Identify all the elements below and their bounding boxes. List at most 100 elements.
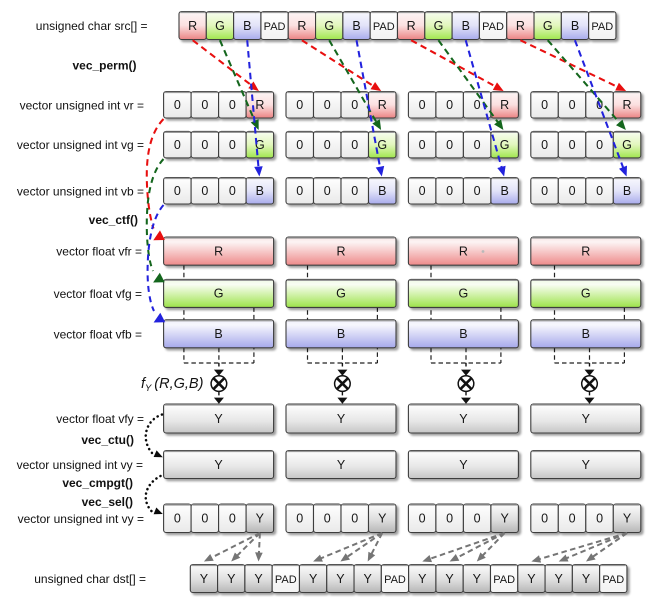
svg-text:Y: Y <box>623 512 632 526</box>
svg-text:G: G <box>215 19 225 33</box>
svg-text:vector unsigned int vy =: vector unsigned int vy = <box>17 458 143 472</box>
svg-text:0: 0 <box>541 98 548 112</box>
svg-text:Y: Y <box>582 458 591 472</box>
svg-text:PAD: PAD <box>373 21 395 33</box>
svg-text:R: R <box>255 98 264 112</box>
svg-text:0: 0 <box>569 138 576 152</box>
svg-text:vector unsigned int vy =: vector unsigned int vy = <box>18 512 144 526</box>
svg-text:0: 0 <box>229 138 236 152</box>
svg-text:B: B <box>459 327 467 341</box>
svg-text:PAD: PAD <box>602 574 624 586</box>
svg-text:Y: Y <box>214 458 223 472</box>
svg-text:G: G <box>377 138 387 152</box>
svg-text:G: G <box>543 19 553 33</box>
svg-text:R: R <box>623 98 632 112</box>
svg-text:vec_sel(): vec_sel() <box>82 495 133 509</box>
svg-text:vector unsigned int vg =: vector unsigned int vg = <box>17 138 144 152</box>
svg-text:G: G <box>622 138 632 152</box>
svg-text:B: B <box>256 184 264 198</box>
svg-text:0: 0 <box>569 98 576 112</box>
svg-text:PAD: PAD <box>493 574 515 586</box>
svg-text:R: R <box>378 98 387 112</box>
svg-text:Y: Y <box>459 458 468 472</box>
svg-text:Y: Y <box>364 572 373 586</box>
svg-text:0: 0 <box>596 512 603 526</box>
svg-text:PAD: PAD <box>384 574 406 586</box>
svg-text:0: 0 <box>474 98 481 112</box>
svg-text:Y: Y <box>309 572 318 586</box>
svg-text:vec_ctf(): vec_ctf() <box>89 213 138 227</box>
svg-text:0: 0 <box>541 184 548 198</box>
svg-text:R: R <box>500 98 509 112</box>
svg-text:0: 0 <box>174 98 181 112</box>
svg-text:B: B <box>243 19 251 33</box>
svg-text:R: R <box>581 244 590 258</box>
svg-text:0: 0 <box>351 184 358 198</box>
svg-text:0: 0 <box>446 184 453 198</box>
svg-text:Y: Y <box>555 572 564 586</box>
svg-text:0: 0 <box>419 512 426 526</box>
svg-text:G: G <box>214 287 224 301</box>
svg-text:Y: Y <box>459 412 468 426</box>
svg-text:PAD: PAD <box>591 21 613 33</box>
svg-text:0: 0 <box>296 138 303 152</box>
svg-text:G: G <box>324 19 334 33</box>
svg-text:0: 0 <box>229 98 236 112</box>
svg-text:fY (R,G,B): fY (R,G,B) <box>141 376 203 394</box>
svg-text:0: 0 <box>201 138 208 152</box>
svg-text:0: 0 <box>201 184 208 198</box>
svg-text:G: G <box>581 287 591 301</box>
svg-text:0: 0 <box>474 184 481 198</box>
svg-text:vec_cmpgt(): vec_cmpgt() <box>62 476 133 490</box>
svg-text:PAD: PAD <box>264 21 286 33</box>
svg-text:0: 0 <box>596 138 603 152</box>
svg-text:Y: Y <box>378 512 387 526</box>
svg-text:Y: Y <box>256 512 265 526</box>
svg-text:unsigned char dst[] =: unsigned char dst[] = <box>34 572 146 586</box>
svg-text:Y: Y <box>582 412 591 426</box>
svg-text:B: B <box>500 184 508 198</box>
svg-text:vector float vfy =: vector float vfy = <box>56 412 144 426</box>
svg-text:0: 0 <box>296 512 303 526</box>
svg-text:vector float vfg =: vector float vfg = <box>54 287 142 301</box>
svg-text:0: 0 <box>596 184 603 198</box>
svg-text:B: B <box>462 19 470 33</box>
svg-text:vector float vfb =: vector float vfb = <box>54 327 142 341</box>
svg-text:Y: Y <box>214 412 223 426</box>
svg-text:R: R <box>214 244 223 258</box>
svg-text:0: 0 <box>324 138 331 152</box>
svg-text:vector unsigned int vr =: vector unsigned int vr = <box>20 98 144 112</box>
svg-text:Y: Y <box>227 572 236 586</box>
svg-text:0: 0 <box>201 98 208 112</box>
svg-text:vec_perm(): vec_perm() <box>72 59 136 73</box>
svg-text:R: R <box>336 244 345 258</box>
svg-text:Y: Y <box>337 458 346 472</box>
svg-text:R: R <box>407 19 416 33</box>
svg-text:B: B <box>214 327 222 341</box>
svg-text:G: G <box>255 138 265 152</box>
svg-text:0: 0 <box>324 184 331 198</box>
svg-text:0: 0 <box>569 184 576 198</box>
svg-text:G: G <box>434 19 444 33</box>
svg-text:PAD: PAD <box>275 574 297 586</box>
svg-text:0: 0 <box>229 184 236 198</box>
svg-text:vec_ctu(): vec_ctu() <box>81 433 134 447</box>
svg-text:0: 0 <box>351 98 358 112</box>
svg-text:B: B <box>378 184 386 198</box>
svg-text:PAD: PAD <box>482 21 504 33</box>
svg-text:0: 0 <box>296 184 303 198</box>
svg-text:unsigned char src[] =: unsigned char src[] = <box>36 19 148 33</box>
svg-text:vector float vfr =: vector float vfr = <box>56 245 142 259</box>
svg-text:Y: Y <box>337 412 346 426</box>
svg-text:0: 0 <box>174 184 181 198</box>
svg-text:0: 0 <box>351 138 358 152</box>
svg-text:G: G <box>500 138 510 152</box>
svg-text:Y: Y <box>473 572 482 586</box>
svg-text:0: 0 <box>474 512 481 526</box>
svg-text:0: 0 <box>474 138 481 152</box>
svg-text:0: 0 <box>174 138 181 152</box>
svg-text:vector unsigned int vb =: vector unsigned int vb = <box>17 184 144 198</box>
svg-text:0: 0 <box>446 512 453 526</box>
svg-text:0: 0 <box>229 512 236 526</box>
svg-text:Y: Y <box>254 572 263 586</box>
